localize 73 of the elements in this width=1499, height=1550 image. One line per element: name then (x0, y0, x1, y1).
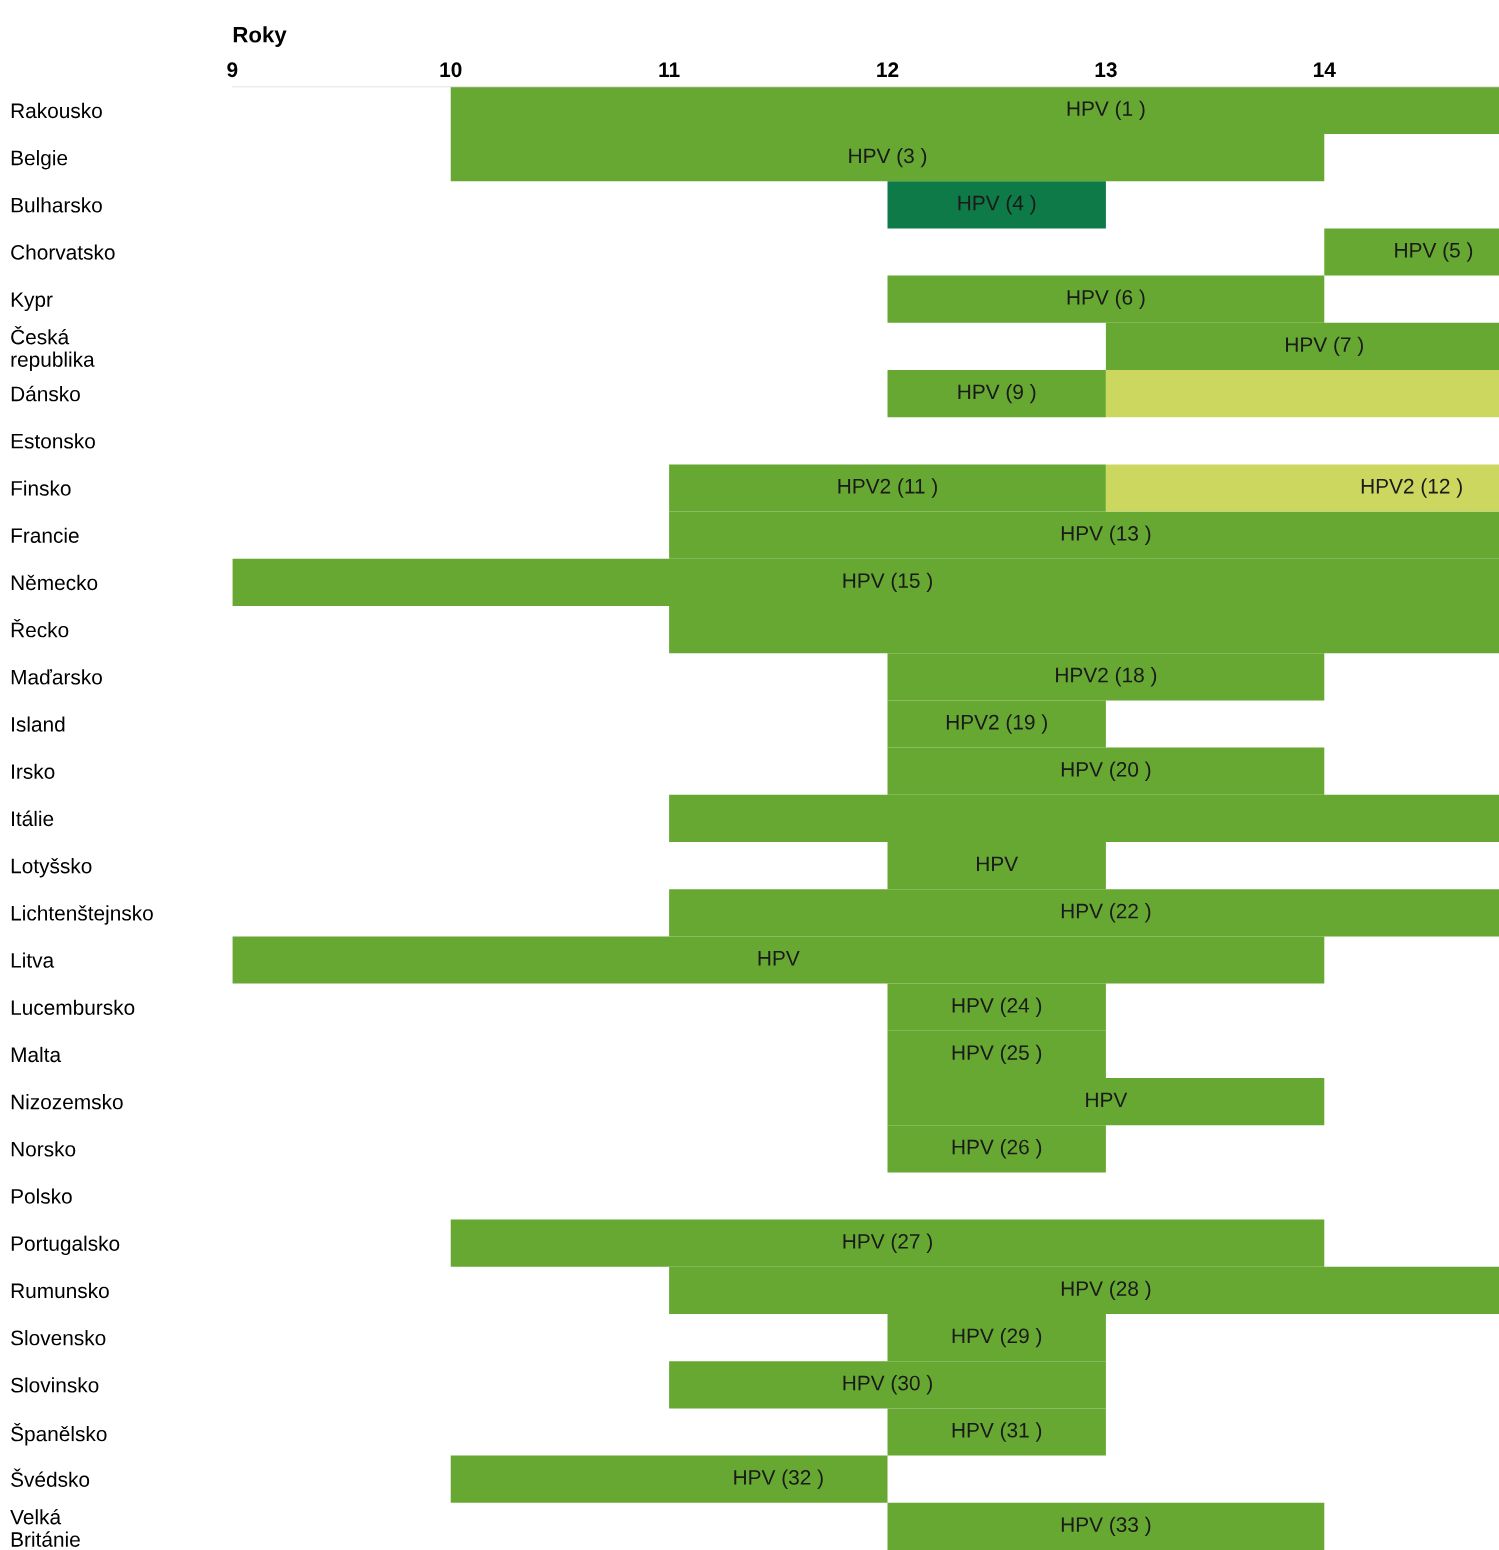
y-tick-label: Rakousko (11, 102, 102, 119)
y-tick-label: Slovensko (11, 1330, 106, 1346)
y-tick-label: Řecko (11, 618, 69, 638)
y-tick-label: Irsko (12, 763, 55, 779)
y-tick-label: Polsko (11, 1188, 72, 1204)
annotation: HPV (33 ) (1061, 1516, 1151, 1537)
y-tick-label: Španělsko (11, 1422, 107, 1446)
y-tick-label: Estonsko (11, 433, 95, 449)
y-tick-label: Lotyšsko (11, 858, 92, 878)
y-tick-label: Nizozemsko (11, 1094, 123, 1110)
chart-title: Roky (233, 26, 287, 47)
y-tick-label: Rumunsko (11, 1282, 109, 1299)
bar (1324, 228, 1499, 276)
y-tick-label: Itálie (12, 810, 54, 827)
bar (1105, 464, 1499, 512)
y-tick-label: Lichtenštejnsko (11, 905, 153, 925)
annotation: HPV (20 ) (1061, 761, 1151, 781)
annotation: HPV (24 ) (952, 997, 1042, 1017)
annotation: HPV (27 ) (843, 1233, 932, 1253)
annotation: HPV (4 ) (958, 195, 1036, 215)
y-tick-label: Litva (11, 952, 55, 968)
annotation: HPV (31 ) (952, 1422, 1042, 1442)
annotation: HPV (1086, 1092, 1128, 1107)
y-tick-label: Německo (11, 574, 98, 591)
annotation: HPV (977, 856, 1019, 871)
y-tick-label: Česká republika (11, 326, 95, 371)
annotation: HPV (22 ) (1061, 903, 1151, 923)
y-tick-label: Belgie (11, 150, 68, 170)
y-tick-label: Švédsko (11, 1468, 90, 1487)
annotation: HPV (9 ) (958, 383, 1036, 404)
y-tick-label: Portugalsko (11, 1235, 120, 1256)
y-tick-label: Malta (11, 1046, 62, 1063)
bar (450, 1455, 888, 1503)
annotation: HPV (25 ) (952, 1044, 1042, 1065)
x-tick-label: 9 (227, 62, 238, 78)
y-tick-label: Kypr (11, 292, 53, 312)
y-tick-label: Norsko (11, 1141, 76, 1157)
annotation: HPV (30 ) (843, 1375, 932, 1395)
y-tick-label: Island (12, 716, 65, 732)
annotation: HPV (758, 951, 800, 966)
annotation: HPV (1 ) (1067, 100, 1145, 121)
bar (887, 1502, 1325, 1550)
x-tick-label: 11 (659, 62, 680, 77)
annotation: HPV2 (12 ) (1361, 478, 1462, 498)
y-tick-label: Velká Británie (10, 1508, 80, 1547)
y-tick-label: Slovinsko (11, 1377, 99, 1393)
y-tick-label: Finsko (11, 480, 71, 496)
x-tick-label: 12 (877, 62, 899, 77)
bar (887, 181, 1106, 229)
annotation: HPV (6 ) (1067, 289, 1145, 309)
annotation: HPV2 (18 ) (1056, 667, 1157, 687)
annotation: HPV (15 ) (843, 572, 932, 593)
annotation: HPV (28 ) (1061, 1280, 1151, 1301)
annotation: HPV (13 ) (1061, 525, 1151, 545)
bar (887, 370, 1106, 418)
annotation: HPV (26 ) (952, 1139, 1042, 1159)
x-tick-label: 14 (1314, 62, 1336, 77)
y-tick-label: Maďarsko (11, 669, 102, 685)
y-tick-label: Chorvatsko (11, 244, 115, 260)
bar (1105, 370, 1499, 418)
annotation: HPV (3 ) (849, 147, 927, 168)
annotation: HPV (5 ) (1395, 242, 1473, 262)
y-tick-label: Bulharsko (11, 197, 102, 213)
annotation: HPV2 (11 ) (838, 478, 937, 498)
y-tick-label: Dánsko (11, 385, 80, 402)
y-tick-label: Lucembursko (11, 999, 135, 1015)
y-tick-label: Francie (11, 527, 79, 543)
x-tick-label: 13 (1095, 62, 1117, 78)
annotation: HPV (7 ) (1286, 336, 1363, 357)
annotation: HPV (32 ) (734, 1469, 823, 1489)
x-tick-label: 10 (440, 62, 462, 78)
annotation: HPV2 (19 ) (946, 714, 1047, 734)
annotation: HPV (29 ) (952, 1327, 1042, 1348)
